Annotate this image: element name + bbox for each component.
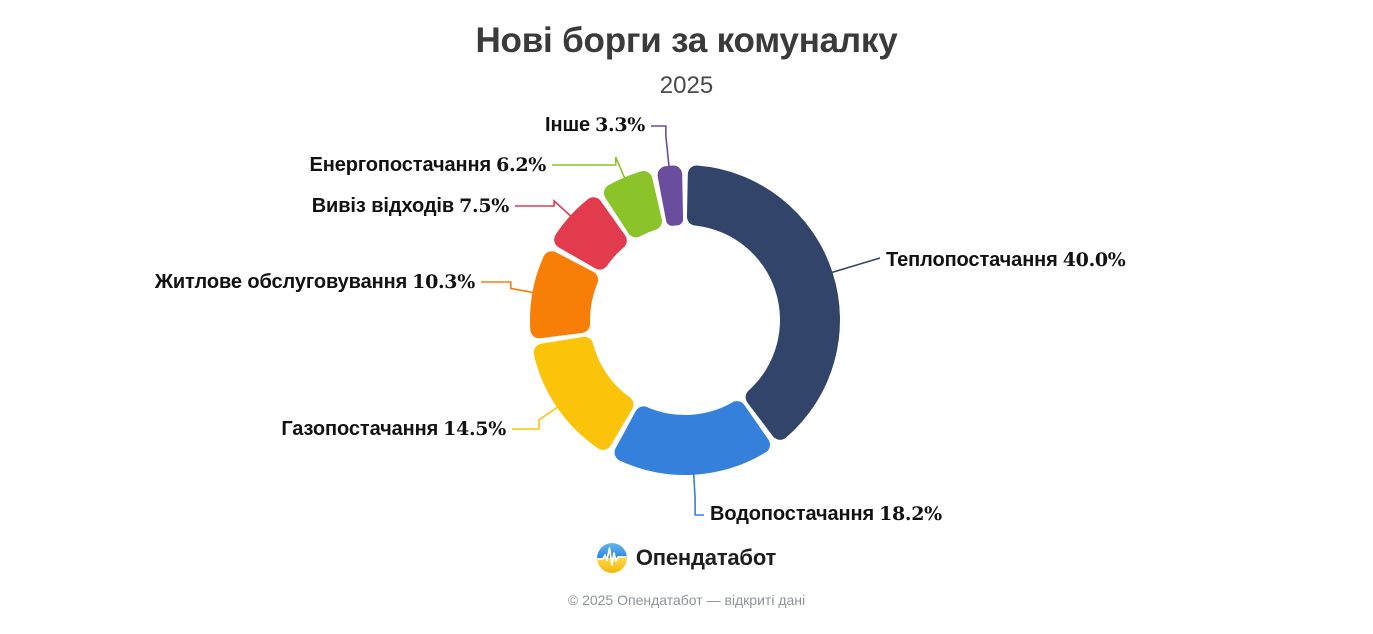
donut-slice[interactable] bbox=[533, 336, 634, 450]
donut-slices-group bbox=[529, 165, 841, 476]
donut-slice[interactable] bbox=[603, 171, 662, 238]
brand-name: Опендатабот bbox=[635, 545, 777, 570]
slice-label-category: Житлове обслуговування bbox=[154, 271, 408, 293]
slice-label-category: Енергопостачання bbox=[309, 154, 492, 176]
copyright-text: © 2025 Опендатабот — відкриті дані bbox=[567, 592, 806, 608]
slice-label-value: 18.2% bbox=[879, 503, 942, 525]
brand-footer: Опендатабот bbox=[0, 543, 1373, 573]
slice-label: Водопостачання 18.2% bbox=[710, 504, 942, 524]
leader-lines-group bbox=[481, 125, 881, 516]
slice-leader-line bbox=[651, 125, 671, 172]
slice-label: Інше 3.3% bbox=[545, 115, 645, 135]
slice-leader-line bbox=[481, 281, 539, 295]
slice-label-value: 10.3% bbox=[412, 271, 475, 293]
slice-leader-line bbox=[515, 199, 576, 221]
slice-label-category: Теплопостачання bbox=[886, 249, 1058, 271]
slice-label-value: 7.5% bbox=[459, 195, 509, 217]
donut-slice[interactable] bbox=[529, 251, 599, 339]
page-title: Нові борги за комуналку bbox=[475, 21, 898, 60]
slice-label-category: Газопостачання bbox=[281, 418, 439, 440]
slice-label: Житлове обслуговування 10.3% bbox=[155, 272, 475, 292]
slice-leader-line bbox=[512, 403, 563, 430]
slice-label-category: Водопостачання bbox=[710, 503, 875, 525]
slice-label-value: 6.2% bbox=[496, 154, 546, 176]
slice-label: Енергопостачання 6.2% bbox=[309, 155, 546, 175]
slice-leader-line bbox=[552, 156, 628, 184]
slice-label: Газопостачання 14.5% bbox=[281, 419, 506, 439]
slice-label-value: 40.0% bbox=[1062, 249, 1126, 271]
slice-label-category: Вивіз відходів bbox=[311, 195, 455, 217]
donut-slice[interactable] bbox=[686, 165, 841, 440]
donut-slice[interactable] bbox=[554, 197, 627, 270]
chart-subtitle: 2025 bbox=[659, 72, 714, 99]
donut-slice[interactable] bbox=[657, 165, 684, 226]
donut-slice[interactable] bbox=[614, 401, 771, 476]
slice-label-category: Інше bbox=[545, 114, 591, 136]
slice-label-value: 3.3% bbox=[595, 114, 645, 136]
slice-label: Вивіз відходів 7.5% bbox=[311, 195, 510, 217]
slice-leader-line bbox=[826, 257, 881, 275]
opendatabot-logo-icon bbox=[596, 543, 627, 573]
slice-leader-line bbox=[692, 468, 704, 516]
slice-label-value: 14.5% bbox=[443, 418, 506, 440]
slice-label: Теплопостачання 40.0% bbox=[886, 250, 1126, 270]
